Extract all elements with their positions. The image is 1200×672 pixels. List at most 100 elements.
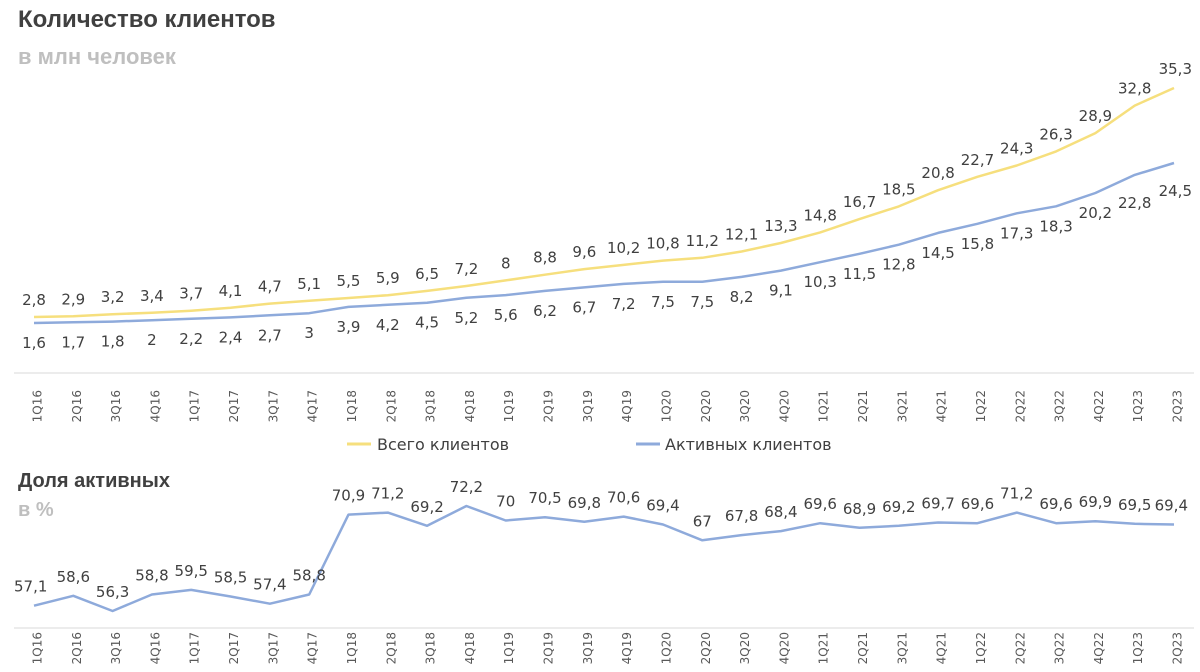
series-line-share xyxy=(33,504,1175,613)
data-label-share: 69,2 xyxy=(882,498,915,516)
x-tick-label: 4Q18 xyxy=(463,390,477,422)
series-line-total xyxy=(33,86,1175,319)
x-tick-label: 1Q22 xyxy=(974,390,988,422)
data-label-total: 6,5 xyxy=(415,265,439,283)
x-tick-label: 1Q17 xyxy=(188,390,202,422)
x-tick-label-2: 4Q20 xyxy=(777,632,791,664)
data-label-active: 1,6 xyxy=(22,334,46,352)
data-label-active: 7,5 xyxy=(651,293,675,311)
x-tick-label-2: 3Q18 xyxy=(424,632,438,664)
x-tick-label: 2Q18 xyxy=(384,390,398,422)
chart1-subtitle: в млн человек xyxy=(18,44,176,69)
data-label-share: 70,6 xyxy=(607,489,640,507)
data-label-share: 70,5 xyxy=(528,489,561,507)
data-label-total: 13,3 xyxy=(764,217,797,235)
data-label-total: 20,8 xyxy=(921,164,954,182)
x-tick-label-2: 3Q22 xyxy=(1053,632,1067,664)
data-label-total: 24,3 xyxy=(1000,140,1033,158)
x-tick-label: 1Q16 xyxy=(31,390,45,422)
data-label-total: 18,5 xyxy=(882,180,915,198)
data-label-share: 69,4 xyxy=(1155,496,1188,514)
chart1-title: Количество клиентов xyxy=(18,6,276,33)
data-label-active: 9,1 xyxy=(769,282,793,300)
data-label-active: 24,5 xyxy=(1159,182,1192,200)
data-label-active: 2,2 xyxy=(179,330,203,348)
x-tick-label-2: 3Q16 xyxy=(109,632,123,664)
x-tick-label: 3Q21 xyxy=(895,390,909,422)
x-tick-label-2: 1Q17 xyxy=(188,632,202,664)
data-label-share: 69,9 xyxy=(1079,493,1112,511)
x-tick-label-2: 1Q20 xyxy=(659,632,673,664)
x-tick-label-2: 2Q16 xyxy=(70,632,84,664)
x-tick-label: 4Q16 xyxy=(148,390,162,422)
data-label-share: 57,4 xyxy=(253,576,286,594)
data-label-share: 70,9 xyxy=(332,487,365,505)
data-label-active: 20,2 xyxy=(1079,204,1112,222)
data-label-active: 5,6 xyxy=(494,306,518,324)
data-label-share: 69,4 xyxy=(646,496,679,514)
data-label-total: 32,8 xyxy=(1118,80,1151,98)
data-label-total: 3,7 xyxy=(179,285,203,303)
x-tick-label-2: 3Q17 xyxy=(266,632,280,664)
data-label-total: 12,1 xyxy=(725,225,758,243)
x-tick-label: 1Q20 xyxy=(659,390,673,422)
data-label-share: 67 xyxy=(693,512,712,530)
data-label-share: 57,1 xyxy=(14,578,47,596)
data-label-active: 6,2 xyxy=(533,302,557,320)
x-tick-label-2: 2Q23 xyxy=(1171,632,1185,664)
x-tick-label-2: 1Q23 xyxy=(1131,632,1145,664)
data-label-share: 69,6 xyxy=(1039,495,1072,513)
data-label-total: 11,2 xyxy=(686,232,719,250)
data-label-share: 69,5 xyxy=(1118,496,1151,514)
data-label-active: 3,9 xyxy=(337,318,361,336)
x-tick-label: 1Q21 xyxy=(817,390,831,422)
x-tick-label: 2Q22 xyxy=(1013,390,1027,422)
x-tick-label: 3Q18 xyxy=(424,390,438,422)
data-label-share: 58,6 xyxy=(57,568,90,586)
chart2-title: Доля активных xyxy=(18,470,170,492)
x-tick-label-2: 1Q16 xyxy=(31,632,45,664)
x-tick-label: 4Q20 xyxy=(777,390,791,422)
data-label-total: 28,9 xyxy=(1079,107,1112,125)
x-tick-label: 3Q20 xyxy=(738,390,752,422)
data-label-share: 58,8 xyxy=(135,566,168,584)
x-tick-label-2: 1Q21 xyxy=(817,632,831,664)
data-label-active: 17,3 xyxy=(1000,224,1033,242)
data-label-active: 7,2 xyxy=(612,295,636,313)
data-label-active: 22,8 xyxy=(1118,194,1151,212)
x-tick-label: 3Q17 xyxy=(266,390,280,422)
x-tick-label-2: 1Q19 xyxy=(502,632,516,664)
data-label-active: 1,8 xyxy=(101,333,125,351)
data-label-total: 5,5 xyxy=(337,272,361,290)
x-tick-label: 1Q19 xyxy=(502,390,516,422)
data-label-active: 5,2 xyxy=(454,309,478,327)
data-label-total: 2,9 xyxy=(61,290,85,308)
data-label-total: 3,2 xyxy=(101,288,125,306)
data-label-total: 22,7 xyxy=(961,151,994,169)
x-tick-label-2: 4Q21 xyxy=(935,632,949,664)
legend-label-active: Активных клиентов xyxy=(665,435,832,454)
x-tick-label-2: 4Q16 xyxy=(148,632,162,664)
data-label-active: 10,3 xyxy=(804,273,837,291)
data-label-share: 69,7 xyxy=(921,495,954,513)
data-label-total: 10,2 xyxy=(607,239,640,257)
data-label-active: 3 xyxy=(304,324,314,342)
data-label-share: 68,4 xyxy=(764,503,797,521)
data-label-active: 2,7 xyxy=(258,326,282,344)
data-label-total: 4,7 xyxy=(258,278,282,296)
x-tick-label: 2Q16 xyxy=(70,390,84,422)
x-tick-label-2: 1Q18 xyxy=(345,632,359,664)
data-label-total: 8 xyxy=(501,254,511,272)
data-label-total: 4,1 xyxy=(219,282,243,300)
data-label-share: 70 xyxy=(496,493,515,511)
x-tick-label: 4Q19 xyxy=(620,390,634,422)
x-tick-label: 1Q18 xyxy=(345,390,359,422)
x-tick-label: 2Q20 xyxy=(699,390,713,422)
data-label-share: 69,6 xyxy=(961,495,994,513)
data-label-total: 14,8 xyxy=(804,206,837,224)
data-label-share: 72,2 xyxy=(450,478,483,496)
x-tick-label-2: 4Q18 xyxy=(463,632,477,664)
x-tick-label-2: 4Q17 xyxy=(306,632,320,664)
x-tick-label: 4Q22 xyxy=(1092,390,1106,422)
x-tick-label-2: 2Q20 xyxy=(699,632,713,664)
